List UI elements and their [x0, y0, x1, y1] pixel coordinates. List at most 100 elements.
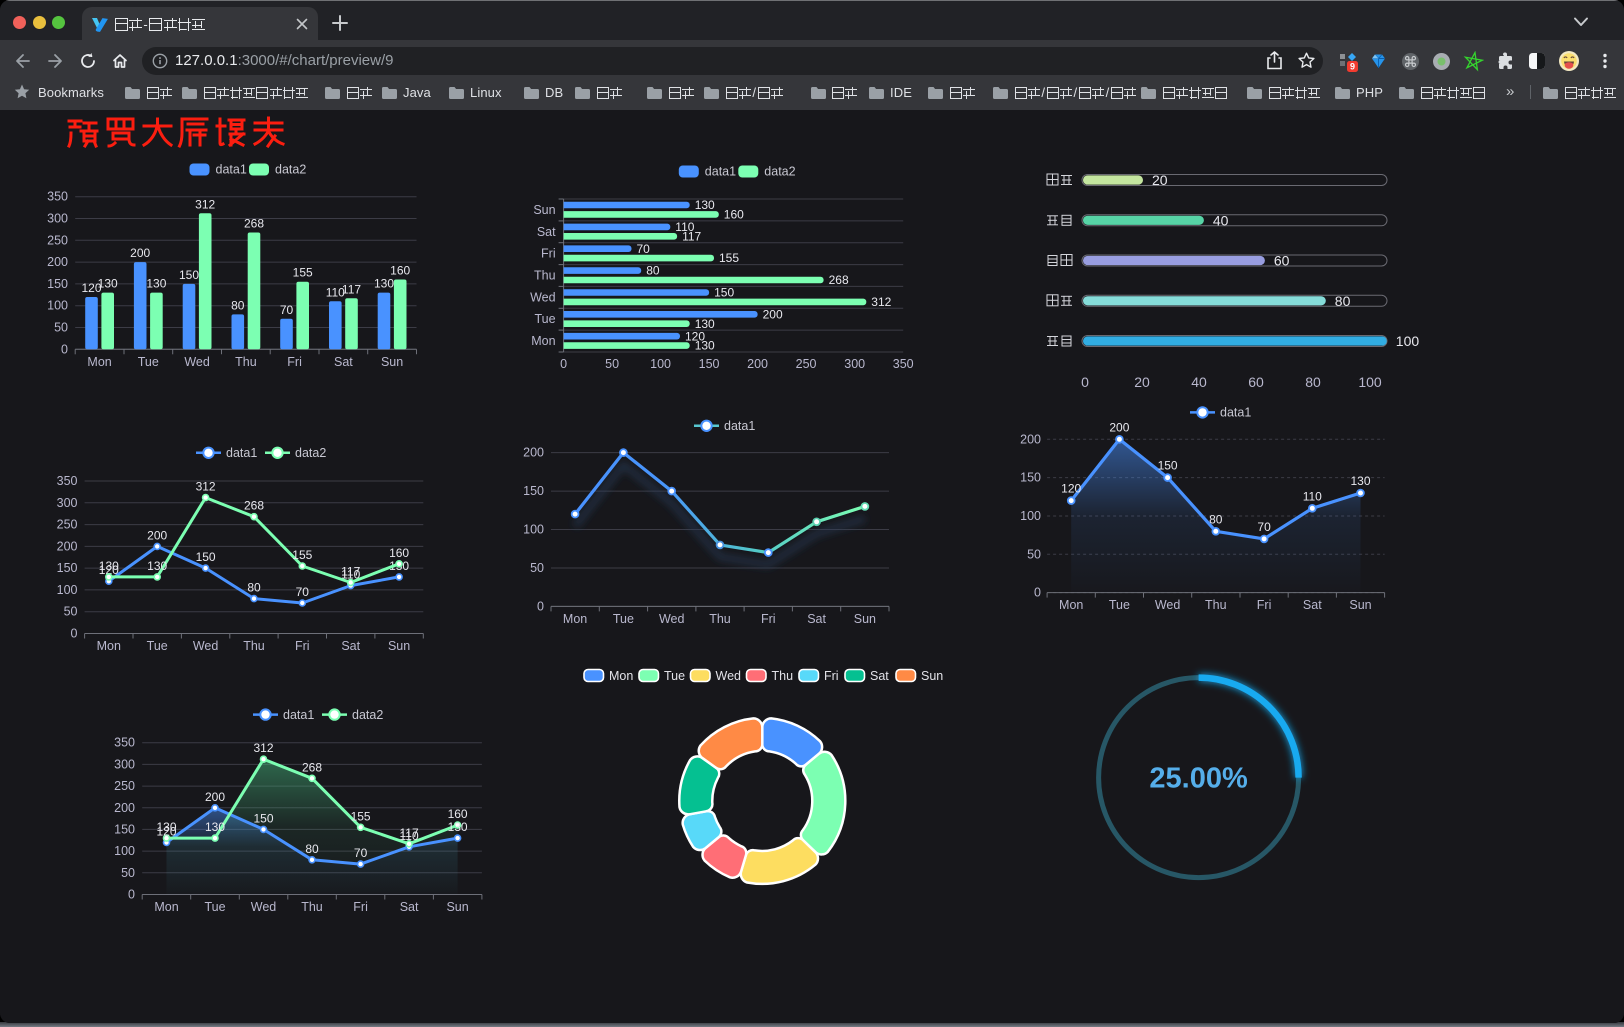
svg-text:160: 160 — [448, 807, 468, 821]
svg-text:0: 0 — [537, 599, 544, 613]
svg-text:110: 110 — [1303, 489, 1322, 503]
svg-text:350: 350 — [47, 190, 68, 204]
svg-text:Tue: Tue — [138, 355, 159, 369]
svg-text:Sat: Sat — [1303, 598, 1322, 612]
svg-text:120: 120 — [1061, 482, 1081, 496]
svg-text:40: 40 — [1191, 374, 1207, 390]
svg-text:100: 100 — [57, 583, 78, 597]
svg-text:120: 120 — [685, 329, 705, 343]
svg-text:Tue: Tue — [664, 669, 685, 683]
svg-text:160: 160 — [390, 264, 410, 278]
svg-text:Sun: Sun — [1349, 598, 1371, 612]
svg-text:Wed: Wed — [1155, 598, 1181, 612]
svg-text:250: 250 — [47, 233, 68, 247]
svg-text:Sun: Sun — [854, 612, 876, 626]
svg-text:Wed: Wed — [193, 639, 219, 653]
svg-text:150: 150 — [114, 822, 135, 836]
svg-text:Fri: Fri — [353, 900, 368, 914]
svg-text:0: 0 — [128, 888, 135, 902]
svg-text:117: 117 — [682, 229, 701, 243]
svg-text:350: 350 — [57, 474, 78, 488]
svg-text:312: 312 — [195, 197, 215, 211]
svg-text:100: 100 — [650, 357, 671, 371]
svg-text:Wed: Wed — [530, 290, 556, 304]
svg-text:data1: data1 — [226, 446, 257, 460]
svg-text:Fri: Fri — [287, 355, 302, 369]
svg-text:70: 70 — [296, 585, 310, 599]
svg-text:117: 117 — [341, 565, 360, 579]
svg-text:Fri: Fri — [295, 639, 310, 653]
svg-text:Wed: Wed — [184, 355, 210, 369]
svg-text:Sun: Sun — [533, 203, 555, 217]
svg-text:110: 110 — [341, 568, 360, 582]
svg-text:80: 80 — [231, 298, 245, 312]
svg-text:350: 350 — [114, 736, 135, 750]
svg-text:40: 40 — [1213, 212, 1229, 228]
svg-text:data1: data1 — [216, 163, 247, 177]
svg-text:20: 20 — [1134, 374, 1150, 390]
svg-text:100: 100 — [47, 299, 68, 313]
svg-text:Mon: Mon — [1059, 598, 1083, 612]
svg-text:Fri: Fri — [541, 247, 556, 261]
svg-text:150: 150 — [253, 811, 273, 825]
svg-text:100: 100 — [1020, 509, 1041, 523]
svg-text:Mon: Mon — [154, 900, 178, 914]
svg-text:150: 150 — [523, 484, 544, 498]
svg-text:Sat: Sat — [537, 225, 556, 239]
svg-text:data1: data1 — [1220, 406, 1251, 420]
svg-text:130: 130 — [147, 559, 167, 573]
svg-text:120: 120 — [81, 281, 101, 295]
svg-text:Mon: Mon — [531, 334, 555, 348]
svg-text:130: 130 — [205, 820, 225, 834]
svg-text:Thu: Thu — [709, 612, 731, 626]
svg-text:350: 350 — [893, 357, 914, 371]
svg-text:130: 130 — [695, 317, 715, 331]
svg-text:130: 130 — [695, 339, 715, 353]
svg-text:117: 117 — [342, 282, 361, 296]
svg-text:200: 200 — [147, 528, 167, 542]
svg-text:Mon: Mon — [87, 355, 111, 369]
svg-text:Tue: Tue — [1109, 598, 1130, 612]
svg-text:150: 150 — [1020, 471, 1041, 485]
svg-text:130: 130 — [99, 559, 119, 573]
svg-text:200: 200 — [1109, 420, 1129, 434]
svg-text:Thu: Thu — [534, 269, 556, 283]
svg-text:Mon: Mon — [563, 612, 587, 626]
svg-text:80: 80 — [305, 842, 319, 856]
svg-text:130: 130 — [374, 277, 394, 291]
svg-text:data2: data2 — [764, 165, 795, 179]
svg-text:9: 9 — [1350, 62, 1355, 72]
svg-text:data1: data1 — [724, 419, 755, 433]
svg-text:50: 50 — [121, 866, 135, 880]
svg-text:Sat: Sat — [400, 900, 419, 914]
svg-text:150: 150 — [47, 277, 68, 291]
svg-text:130: 130 — [695, 198, 715, 212]
svg-text:Wed: Wed — [716, 669, 742, 683]
svg-text:155: 155 — [292, 548, 312, 562]
svg-text:130: 130 — [98, 277, 118, 291]
svg-text:80: 80 — [646, 264, 660, 278]
svg-text:130: 130 — [1350, 474, 1370, 488]
svg-text:Wed: Wed — [659, 612, 685, 626]
svg-text:0: 0 — [71, 627, 78, 641]
svg-text:20: 20 — [1152, 172, 1168, 188]
svg-text:data1: data1 — [283, 708, 314, 722]
svg-text:50: 50 — [54, 321, 68, 335]
svg-text:Sat: Sat — [334, 355, 353, 369]
svg-text:200: 200 — [523, 446, 544, 460]
svg-text:0: 0 — [1081, 374, 1089, 390]
svg-text:data2: data2 — [352, 708, 383, 722]
svg-text:Thu: Thu — [1205, 598, 1227, 612]
svg-text:0: 0 — [61, 342, 68, 356]
svg-text:100: 100 — [1396, 333, 1420, 349]
svg-text:110: 110 — [400, 829, 419, 843]
svg-text:200: 200 — [57, 539, 78, 553]
svg-text:80: 80 — [1305, 374, 1321, 390]
svg-text:150: 150 — [699, 357, 720, 371]
svg-text:200: 200 — [747, 357, 768, 371]
svg-text:Tue: Tue — [613, 612, 634, 626]
svg-text:Mon: Mon — [609, 669, 633, 683]
svg-text:Sat: Sat — [807, 612, 826, 626]
svg-text:312: 312 — [253, 741, 273, 755]
svg-text:100: 100 — [523, 523, 544, 537]
